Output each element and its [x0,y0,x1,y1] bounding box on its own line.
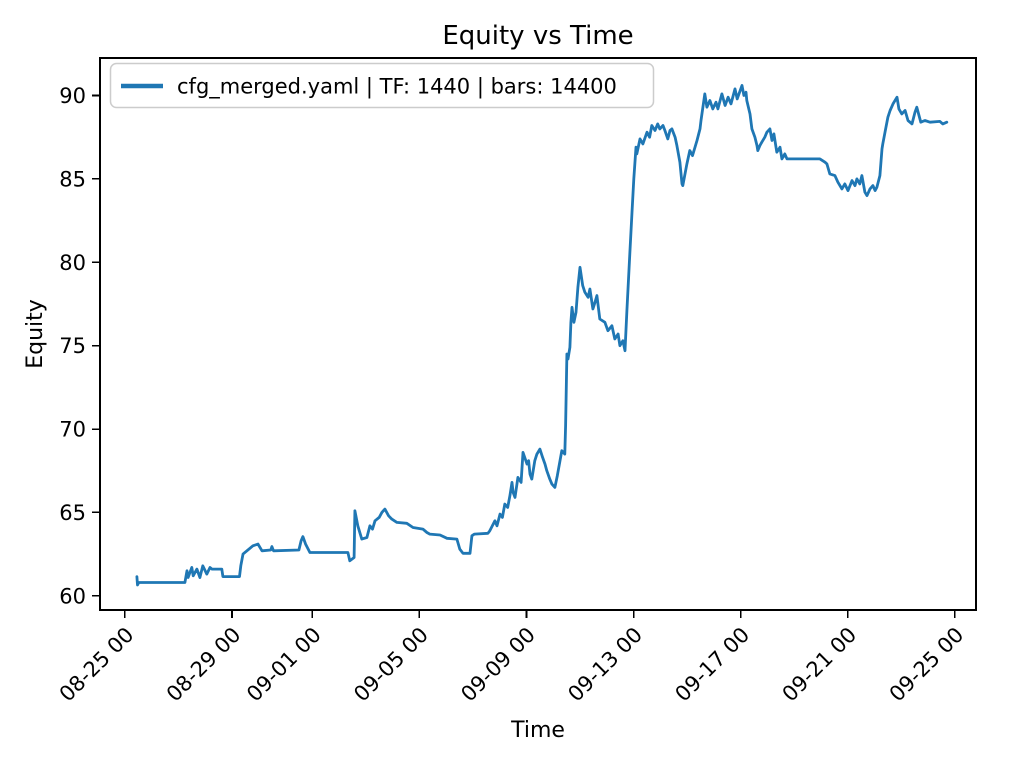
chart-title: Equity vs Time [442,21,633,51]
y-tick-label: 60 [59,584,86,608]
x-tick-label: 09-05 00 [349,623,433,707]
legend-entry-label: cfg_merged.yaml | TF: 1440 | bars: 14400 [177,75,617,100]
y-tick-label: 65 [59,501,86,525]
y-tick-label: 75 [59,334,86,358]
equity-line-series [135,84,949,587]
legend: cfg_merged.yaml | TF: 1440 | bars: 14400 [109,62,655,109]
plot-frame [99,57,977,611]
x-tick-label: 09-13 00 [563,623,647,707]
x-tick-label: 08-25 00 [55,623,139,707]
equity-line [135,84,949,587]
x-axis-label: Time [510,718,565,743]
y-tick-label: 90 [59,84,86,108]
y-axis-label: Equity [23,299,48,369]
legend-box [109,62,655,109]
y-axis-ticks: 60 65 70 75 80 85 90 [59,84,100,608]
x-tick-label: 08-29 00 [162,623,246,707]
x-tick-label: 09-21 00 [778,623,862,707]
x-tick-label: 09-25 00 [885,623,969,707]
x-tick-label: 09-01 00 [242,623,326,707]
y-tick-label: 80 [59,251,86,275]
x-tick-label: 09-09 00 [456,623,540,707]
x-tick-label: 09-17 00 [670,623,754,707]
y-tick-label: 85 [59,167,86,191]
y-tick-label: 70 [59,418,86,442]
